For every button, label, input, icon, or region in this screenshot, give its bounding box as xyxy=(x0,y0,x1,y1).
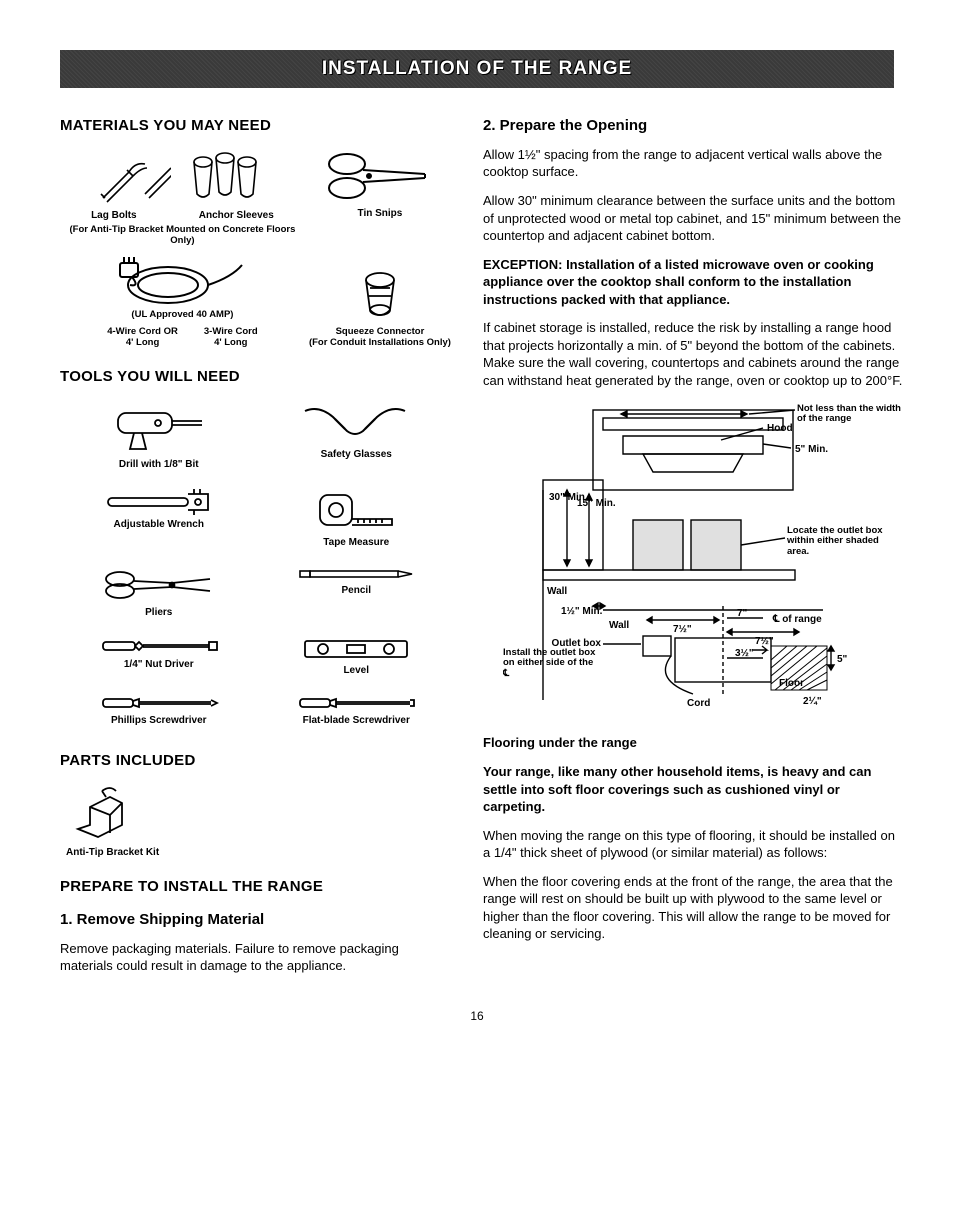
dlabel-15: 15" Min. xyxy=(577,498,616,509)
drill-icon xyxy=(112,403,206,455)
dlabel-cl: ℄ of range xyxy=(772,614,822,625)
tools-heading: TOOLS YOU WILL NEED xyxy=(60,367,455,387)
lag-note: (For Anti-Tip Bracket Mounted on Concret… xyxy=(60,224,305,247)
step2-heading: 2. Prepare the Opening xyxy=(483,116,903,136)
wrench-icon xyxy=(104,489,214,515)
dlabel-cord: Cord xyxy=(687,698,710,709)
cord4-label: 4-Wire Cord OR xyxy=(107,326,178,337)
right-column: 2. Prepare the Opening Allow 1½" spacing… xyxy=(483,110,903,986)
pliers-label: Pliers xyxy=(145,607,172,619)
lag-bolts-icon xyxy=(99,154,171,206)
dlabel-7: 7" xyxy=(737,608,748,619)
dlabel-wall: Wall xyxy=(547,586,567,597)
dlabel-floor: Floor xyxy=(779,678,804,689)
tape-measure-icon xyxy=(314,489,398,533)
flat-label: Flat-blade Screwdriver xyxy=(303,715,410,727)
tin-snips-label: Tin Snips xyxy=(358,208,403,220)
flat-screwdriver-icon xyxy=(296,695,416,711)
dlabel-locate: Locate the outlet box within either shad… xyxy=(787,526,901,556)
flooring-heading: Flooring under the range xyxy=(483,734,903,752)
power-cord-icon xyxy=(112,257,252,309)
left-column: MATERIALS YOU MAY NEED Lag Bolts Anchor … xyxy=(60,110,455,986)
dlabel-notless: Not less than the width of the range xyxy=(797,404,901,425)
nut-label: 1/4" Nut Driver xyxy=(124,659,194,671)
page-number: 16 xyxy=(60,1008,894,1024)
level-icon xyxy=(301,637,411,661)
level-label: Level xyxy=(343,665,369,677)
pliers-icon xyxy=(104,567,214,603)
cord4-len: 4' Long xyxy=(107,337,178,348)
pencil-icon xyxy=(296,567,416,581)
step2-p6: When moving the range on this type of fl… xyxy=(483,827,903,862)
lag-bolts-label: Lag Bolts xyxy=(91,210,137,222)
squeeze-note: (For Conduit Installations Only) xyxy=(309,337,451,348)
step1-body: Remove packaging materials. Failure to r… xyxy=(60,940,455,975)
safety-glasses-icon xyxy=(301,403,411,445)
step2-p1: Allow 1½" spacing from the range to adja… xyxy=(483,146,903,181)
page-banner: INSTALLATION OF THE RANGE xyxy=(60,50,894,88)
drill-label: Drill with 1/8" Bit xyxy=(119,459,199,471)
phillips-icon xyxy=(99,695,219,711)
dlabel-wall2: Wall xyxy=(609,620,629,631)
anchor-sleeves-label: Anchor Sleeves xyxy=(199,210,274,222)
squeeze-label: Squeeze Connector xyxy=(336,326,425,337)
step1-heading: 1. Remove Shipping Material xyxy=(60,910,455,930)
tin-snips-icon xyxy=(325,148,435,204)
anchor-sleeves-icon xyxy=(189,148,265,206)
cord3-len: 4' Long xyxy=(204,337,258,348)
step2-p2: Allow 30" minimum clearance between the … xyxy=(483,192,903,245)
step2-p3: EXCEPTION: Installation of a listed micr… xyxy=(483,256,903,309)
safety-label: Safety Glasses xyxy=(321,449,392,461)
step2-p5: Your range, like many other household it… xyxy=(483,763,903,816)
materials-heading: MATERIALS YOU MAY NEED xyxy=(60,116,455,136)
dlabel-3half: 3½" xyxy=(735,648,754,659)
dlabel-5min: 5" Min. xyxy=(795,444,828,455)
step2-p4: If cabinet storage is installed, reduce … xyxy=(483,319,903,389)
pencil-label: Pencil xyxy=(342,585,371,597)
phillips-label: Phillips Screwdriver xyxy=(111,715,207,727)
wrench-label: Adjustable Wrench xyxy=(114,519,204,531)
dlabel-hood: Hood xyxy=(767,423,793,434)
dlabel-5: 5" xyxy=(837,654,848,665)
nut-driver-icon xyxy=(99,637,219,655)
squeeze-connector-icon xyxy=(356,268,404,326)
dlabel-2q: 2¼" xyxy=(803,696,822,707)
cord3-label: 3-Wire Cord xyxy=(204,326,258,337)
dlabel-install: Install the outlet box on either side of… xyxy=(503,648,597,679)
antitip-bracket-icon xyxy=(66,783,142,843)
dlabel-7half-l: 7½" xyxy=(673,624,692,635)
step2-p7: When the floor covering ends at the fron… xyxy=(483,873,903,943)
two-column-layout: MATERIALS YOU MAY NEED Lag Bolts Anchor … xyxy=(60,110,894,986)
cord-ul-label: (UL Approved 40 AMP) xyxy=(131,309,233,320)
opening-diagram: Hood Not less than the width of the rang… xyxy=(503,400,903,720)
antitip-label: Anti-Tip Bracket Kit xyxy=(66,847,159,859)
prepare-heading: PREPARE TO INSTALL THE RANGE xyxy=(60,877,455,897)
parts-heading: PARTS INCLUDED xyxy=(60,751,455,771)
tape-label: Tape Measure xyxy=(323,537,389,549)
